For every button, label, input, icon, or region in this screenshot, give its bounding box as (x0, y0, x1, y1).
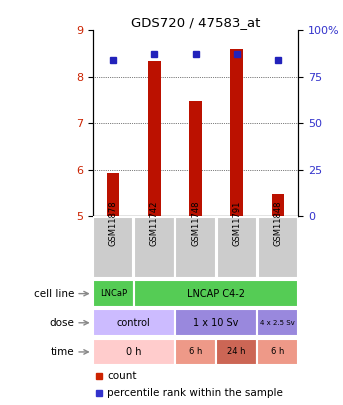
Text: 0 h: 0 h (126, 347, 142, 357)
Bar (258, 339, 298, 365)
Bar (272, 194, 284, 216)
Bar (175, 309, 257, 336)
Text: time: time (50, 347, 74, 357)
Bar (93, 280, 133, 307)
Bar (216, 339, 257, 365)
Text: cell line: cell line (34, 289, 74, 298)
Bar (107, 173, 119, 216)
Text: 24 h: 24 h (227, 347, 246, 356)
Bar (134, 280, 298, 307)
Title: GDS720 / 47583_at: GDS720 / 47583_at (131, 16, 260, 29)
Bar (93, 309, 175, 336)
Bar (216, 217, 257, 278)
Bar (189, 101, 202, 216)
Bar (134, 217, 175, 278)
Text: 6 h: 6 h (271, 347, 284, 356)
Bar (148, 61, 161, 216)
Bar (258, 309, 298, 336)
Text: count: count (107, 371, 137, 381)
Text: dose: dose (49, 318, 74, 328)
Text: 6 h: 6 h (189, 347, 202, 356)
Bar (175, 217, 216, 278)
Text: 4 x 2.5 Sv: 4 x 2.5 Sv (260, 320, 295, 326)
Text: GSM11742: GSM11742 (150, 201, 159, 246)
Text: 1 x 10 Sv: 1 x 10 Sv (193, 318, 239, 328)
Text: LNCaP: LNCaP (99, 289, 127, 298)
Text: LNCAP C4-2: LNCAP C4-2 (187, 289, 245, 298)
Text: percentile rank within the sample: percentile rank within the sample (107, 388, 283, 399)
Text: GSM11848: GSM11848 (273, 201, 282, 246)
Text: control: control (117, 318, 151, 328)
Bar (258, 217, 298, 278)
Bar (93, 217, 133, 278)
Text: GSM11791: GSM11791 (232, 201, 241, 246)
Bar (93, 339, 175, 365)
Bar (230, 49, 243, 216)
Text: GSM11748: GSM11748 (191, 201, 200, 246)
Text: GSM11878: GSM11878 (109, 201, 118, 246)
Bar (175, 339, 216, 365)
